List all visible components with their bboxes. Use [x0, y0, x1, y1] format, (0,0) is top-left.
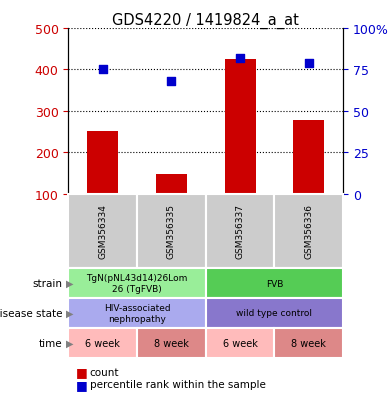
Text: wild type control: wild type control	[236, 309, 312, 318]
Text: 6 week: 6 week	[85, 338, 120, 348]
Text: 8 week: 8 week	[154, 338, 189, 348]
Text: GSM356335: GSM356335	[167, 204, 176, 259]
Bar	[156, 174, 187, 194]
Text: 6 week: 6 week	[223, 338, 257, 348]
Title: GDS4220 / 1419824_a_at: GDS4220 / 1419824_a_at	[112, 13, 299, 29]
Text: GSM356337: GSM356337	[236, 204, 245, 259]
Text: GSM356336: GSM356336	[304, 204, 313, 259]
Point	[168, 78, 174, 85]
Point	[237, 55, 243, 62]
Bar	[87, 131, 118, 194]
Text: ■: ■	[76, 378, 88, 391]
Text: percentile rank within the sample: percentile rank within the sample	[90, 380, 266, 389]
Text: strain: strain	[32, 278, 62, 288]
Text: ▶: ▶	[66, 308, 74, 318]
Text: FVB: FVB	[266, 279, 283, 288]
Text: ■: ■	[76, 366, 88, 379]
Bar	[293, 121, 324, 194]
Text: ▶: ▶	[66, 338, 74, 348]
Text: count: count	[90, 367, 119, 377]
Text: GSM356334: GSM356334	[98, 204, 107, 259]
Text: 8 week: 8 week	[291, 338, 326, 348]
Point	[99, 67, 106, 74]
Text: time: time	[39, 338, 62, 348]
Text: TgN(pNL43d14)26Lom
26 (TgFVB): TgN(pNL43d14)26Lom 26 (TgFVB)	[86, 274, 188, 293]
Bar	[225, 60, 255, 194]
Text: HIV-associated
nephropathy: HIV-associated nephropathy	[104, 304, 170, 323]
Point	[306, 60, 312, 67]
Text: ▶: ▶	[66, 278, 74, 288]
Text: disease state: disease state	[0, 308, 62, 318]
